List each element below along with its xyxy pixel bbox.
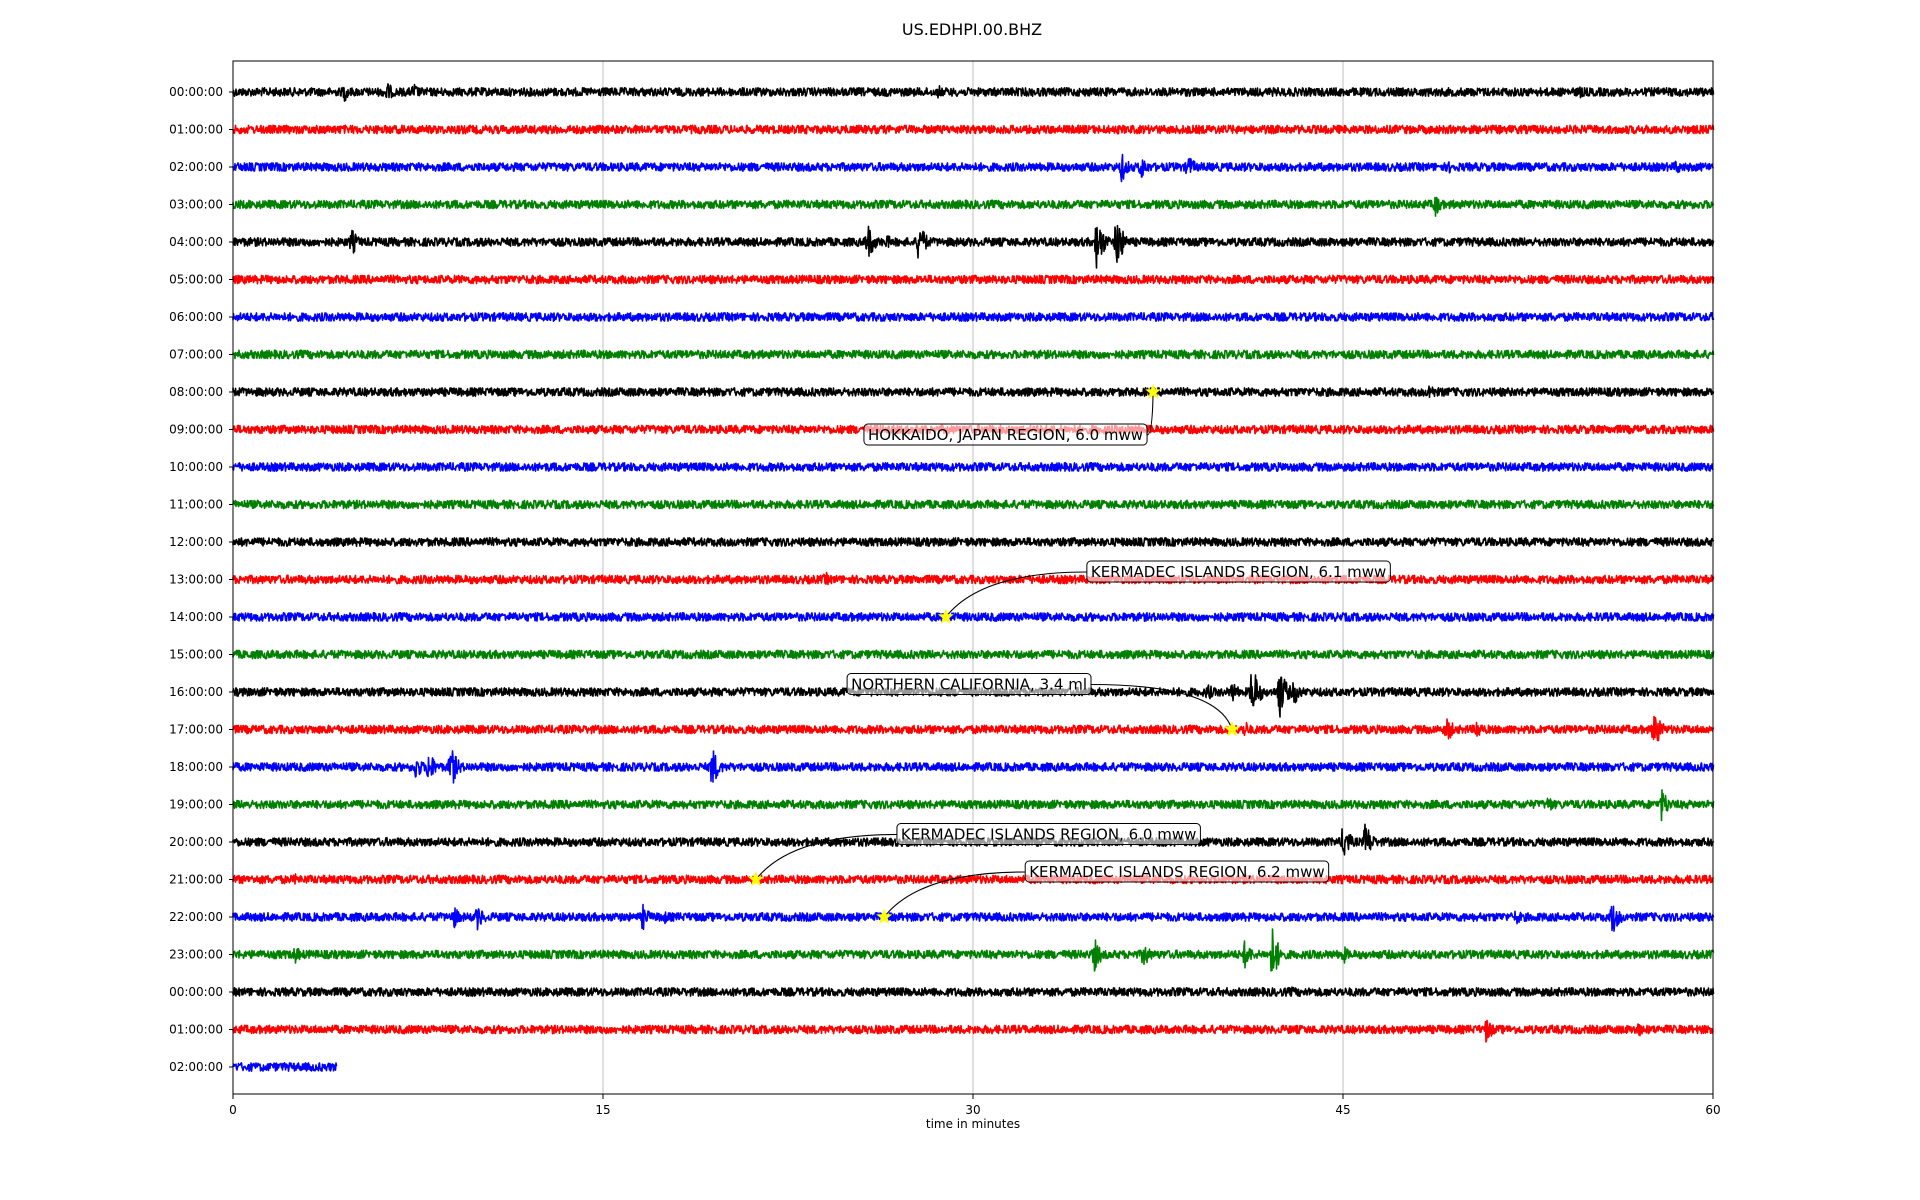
row-time-label: 04:00:00: [169, 235, 223, 249]
event-connector: [1090, 683, 1233, 730]
trace-line: [232, 789, 1715, 822]
trace-line: [232, 649, 1715, 660]
row-time-label: 10:00:00: [169, 460, 223, 474]
row-time-label: 09:00:00: [169, 423, 223, 437]
trace-line: [232, 83, 1715, 102]
event-label: KERMADEC ISLANDS REGION, 6.0 mww: [901, 826, 1196, 844]
event-label: KERMADEC ISLANDS REGION, 6.1 mww: [1091, 563, 1386, 581]
row-time-label: 06:00:00: [169, 310, 223, 324]
event-connector: [883, 871, 1026, 918]
row-time-label: 01:00:00: [169, 123, 223, 137]
row-time-label: 23:00:00: [169, 948, 223, 962]
trace-line: [232, 274, 1715, 285]
trace-line: [232, 873, 1715, 885]
row-time-label: 13:00:00: [169, 573, 223, 587]
event-star-marker: [937, 608, 954, 624]
row-time-label: 20:00:00: [169, 835, 223, 849]
event-star-marker: [1145, 383, 1162, 399]
trace-line: [232, 1019, 1714, 1043]
row-time-label: 03:00:00: [169, 198, 223, 212]
trace-line: [232, 537, 1715, 547]
trace-line: [232, 124, 1715, 135]
event-label-box: [1086, 560, 1391, 583]
trace-line: [232, 612, 1715, 622]
row-time-label: 02:00:00: [169, 160, 223, 174]
event-connector: [945, 571, 1087, 618]
event-annotations: HOKKAIDO, JAPAN REGION, 6.0 mww KERMADEC …: [747, 383, 1391, 924]
trace-line: [232, 385, 1715, 399]
row-time-label: 11:00:00: [169, 498, 223, 512]
x-axis-label: time in minutes: [926, 1117, 1020, 1131]
row-time-label: 17:00:00: [169, 723, 223, 737]
x-tick-label: 60: [1705, 1103, 1720, 1117]
row-time-label: 00:00:00: [169, 85, 223, 99]
trace-line: [232, 349, 1715, 360]
event-label-box: [863, 423, 1148, 446]
event-label-box: [1024, 860, 1330, 883]
trace-line: [232, 903, 1715, 932]
event-connector: [1146, 391, 1154, 436]
row-time-label: 08:00:00: [169, 385, 223, 399]
row-time-label: 21:00:00: [169, 873, 223, 887]
row-time-label: 19:00:00: [169, 798, 223, 812]
trace-line: [232, 1062, 338, 1072]
event-annotation: KERMADEC ISLANDS REGION, 6.1 mww: [937, 560, 1391, 624]
row-time-label: 01:00:00: [169, 1023, 223, 1037]
trace-line: [232, 928, 1715, 972]
trace-line: [232, 571, 1715, 586]
event-star-marker: [1223, 721, 1241, 737]
event-label: NORTHERN CALIFORNIA, 3.4 ml: [851, 676, 1087, 694]
row-time-label: 22:00:00: [169, 910, 223, 924]
row-time-label: 07:00:00: [169, 348, 223, 362]
chart-title: US.EDHPI.00.BHZ: [902, 20, 1042, 39]
x-tick-label: 45: [1335, 1103, 1350, 1117]
row-time-label: 12:00:00: [169, 535, 223, 549]
x-tick-label: 30: [965, 1103, 980, 1117]
row-time-label: 18:00:00: [169, 760, 223, 774]
x-tick-label: 15: [595, 1103, 610, 1117]
trace-line: [232, 986, 1715, 997]
trace-line: [232, 224, 1715, 269]
event-label: KERMADEC ISLANDS REGION, 6.2 mww: [1029, 863, 1324, 881]
row-time-label: 00:00:00: [169, 985, 223, 999]
event-label-box: [896, 823, 1201, 845]
event-connector: [755, 833, 897, 880]
event-annotation: KERMADEC ISLANDS REGION, 6.2 mww: [876, 860, 1330, 924]
trace-line: [232, 750, 1715, 784]
x-tick-label: 0: [229, 1103, 237, 1117]
event-star-marker: [747, 871, 764, 887]
event-label: HOKKAIDO, JAPAN REGION, 6.0 mww: [868, 426, 1143, 444]
row-time-labels: 00:00:00 01:00:00 02:00:00 03:00:00 04:00:00…: [169, 85, 233, 1074]
row-time-label: 15:00:00: [169, 648, 223, 662]
trace-line: [232, 715, 1715, 742]
event-star-marker: [876, 908, 893, 924]
event-label-box: [846, 673, 1092, 695]
x-axis-ticks: 0 15 30 45 60: [229, 1094, 1721, 1117]
row-time-label: 05:00:00: [169, 273, 223, 287]
event-annotation: NORTHERN CALIFORNIA, 3.4 ml: [846, 673, 1241, 737]
trace-line: [232, 499, 1715, 510]
row-time-label: 14:00:00: [169, 610, 223, 624]
row-time-label: 02:00:00: [169, 1060, 223, 1074]
event-annotation: KERMADEC ISLANDS REGION, 6.0 mww: [747, 823, 1201, 887]
trace-line: [232, 153, 1715, 183]
row-time-label: 16:00:00: [169, 685, 223, 699]
event-annotation: HOKKAIDO, JAPAN REGION, 6.0 mww: [863, 383, 1162, 446]
trace-line: [232, 312, 1715, 322]
trace-line: [232, 462, 1714, 472]
trace-line: [232, 196, 1715, 217]
